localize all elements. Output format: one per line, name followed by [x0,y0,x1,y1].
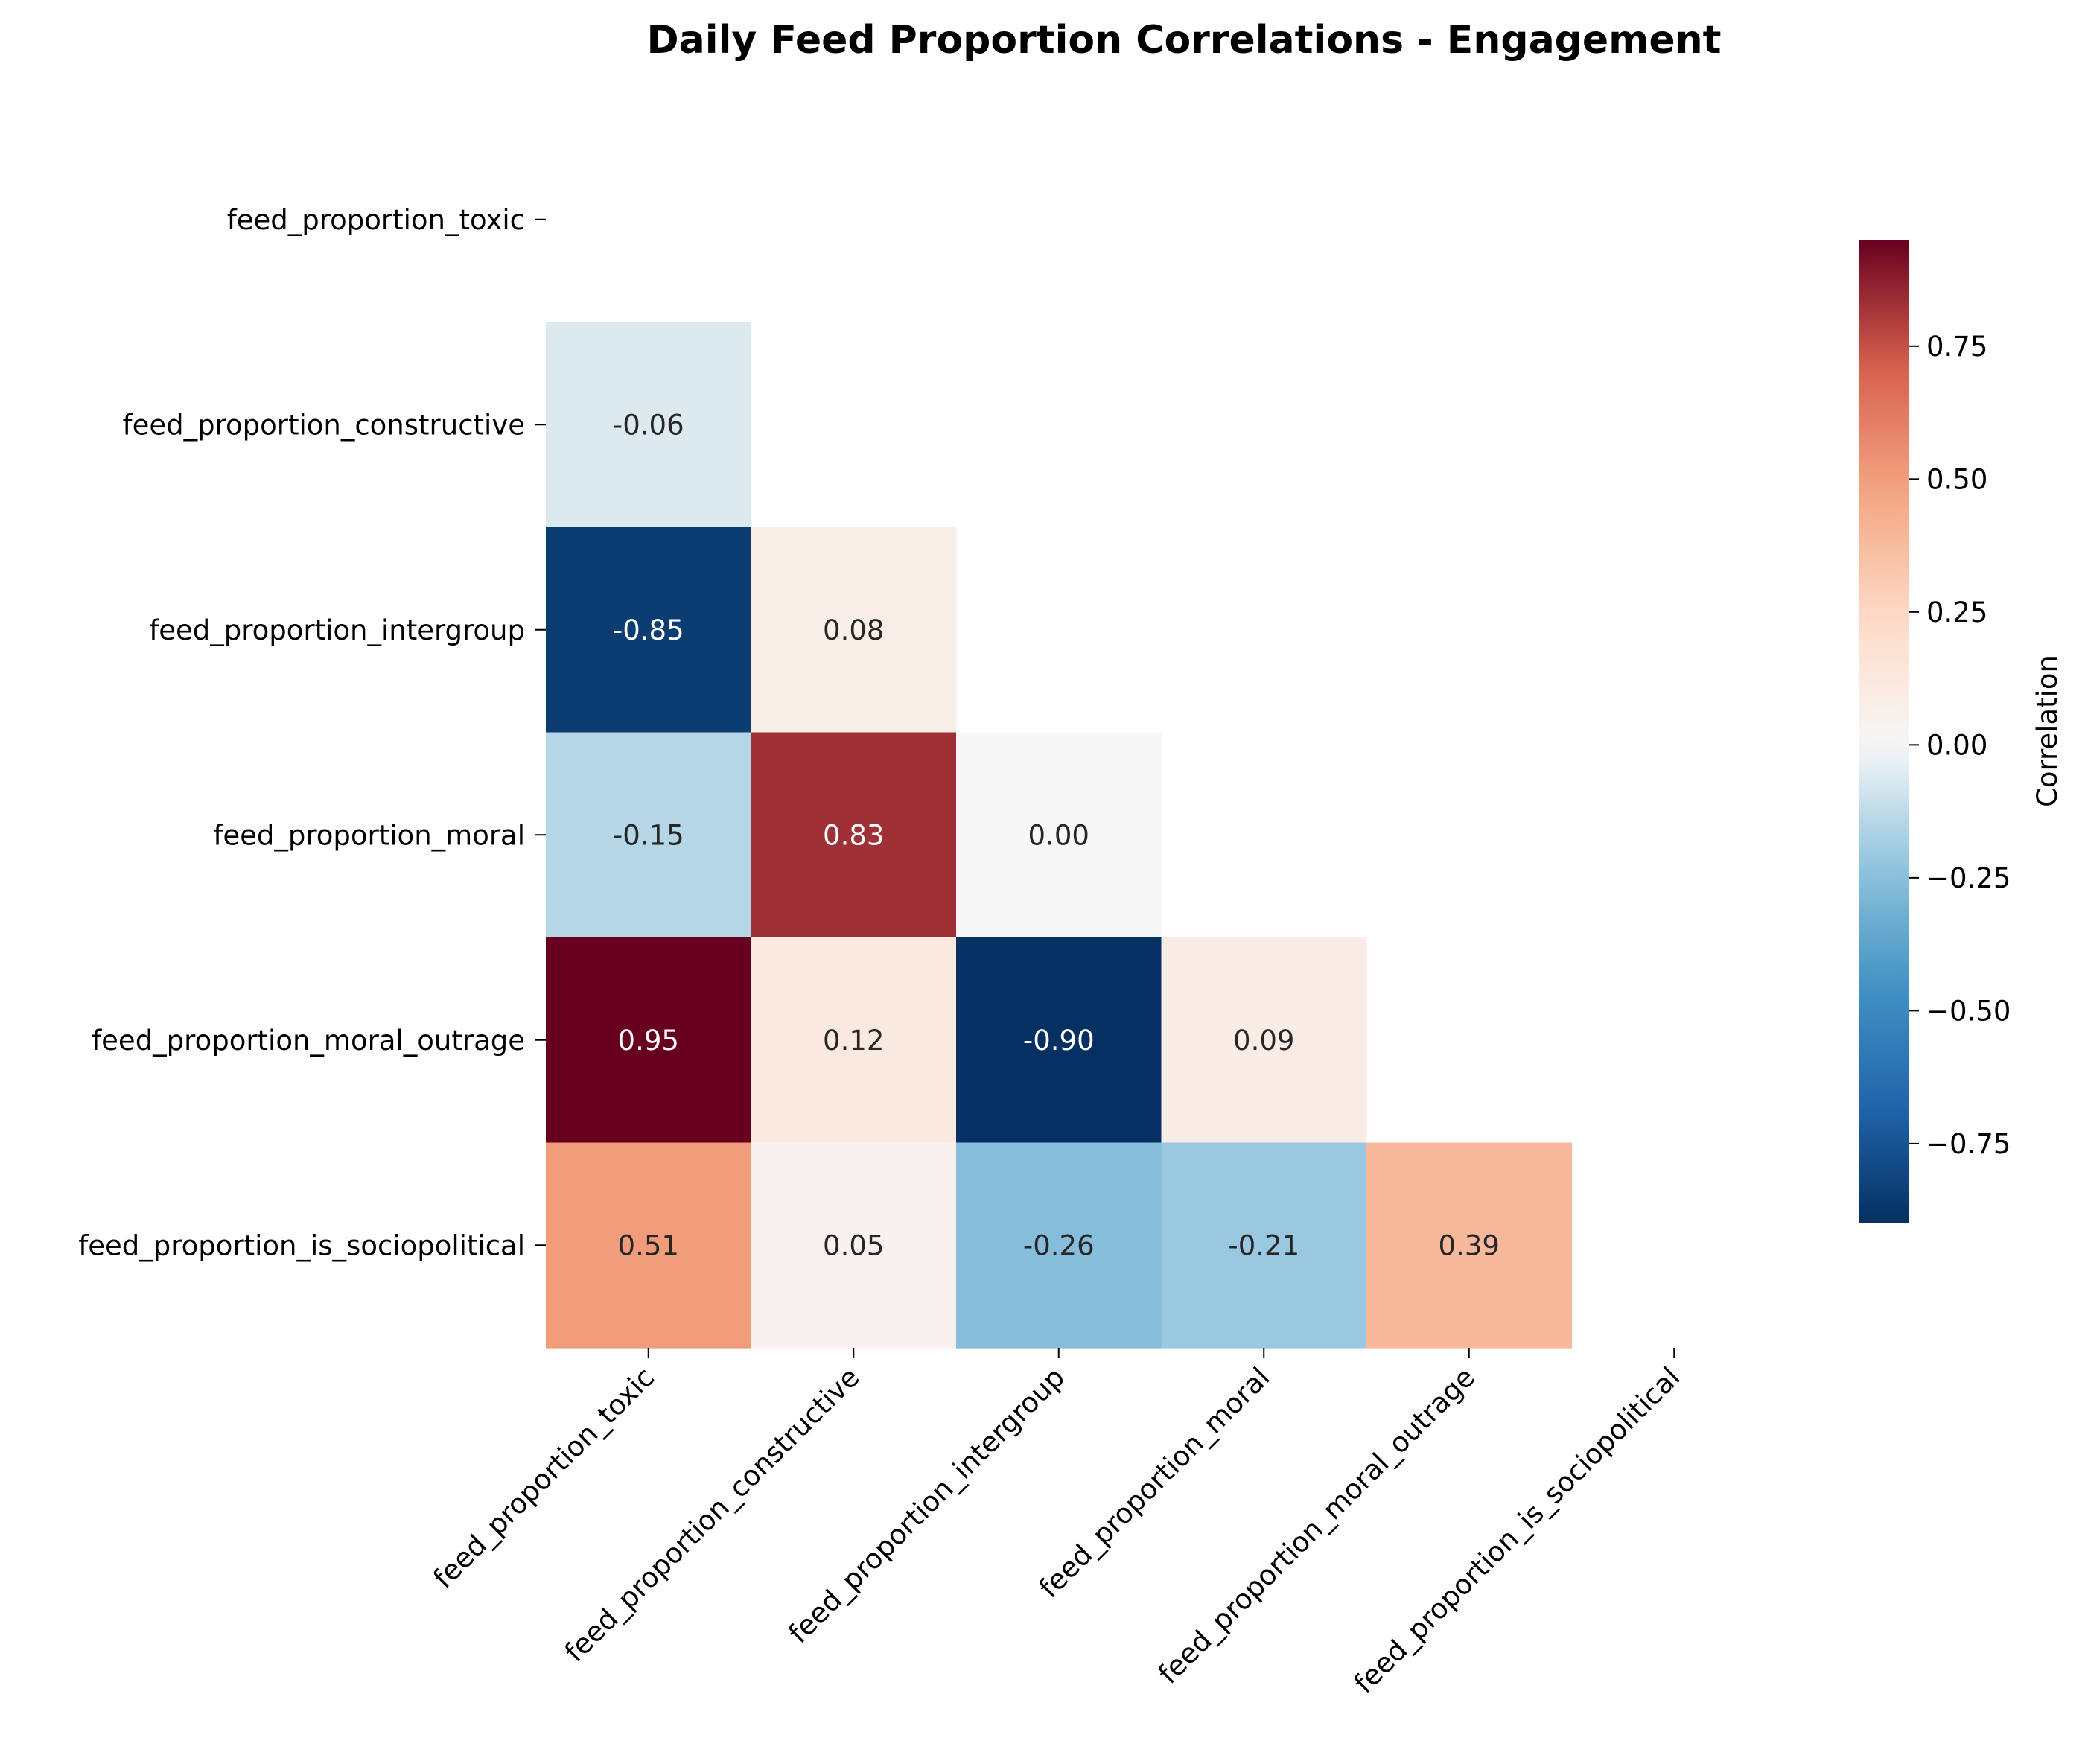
cell-value-label: -0.85 [613,614,684,646]
x-tick-label: feed_proportion_moral_outrage [1152,1361,1481,1690]
chart-title: Daily Feed Proportion Correlations - Eng… [647,18,1722,63]
cell-value-label: 0.05 [823,1229,884,1261]
heatmap-cell-feed_proportion_moral-feed_proportion_toxic [546,732,752,938]
colorbar-tick-label: 0.25 [1926,596,1987,628]
cell-value-label: 0.83 [823,819,884,851]
colorbar-gradient [1859,240,1909,1223]
cell-value-label: -0.26 [1023,1229,1095,1261]
heatmap-cell-feed_proportion_moral_outrage-feed_proportion_toxic [546,937,752,1144]
cell-value-label: -0.90 [1023,1025,1095,1057]
y-axis: feed_proportion_toxic feed_proportion_con… [78,204,546,1261]
colorbar-tick-label: 0.00 [1926,729,1987,761]
x-tick-label: feed_proportion_is_sociopolitical [1348,1361,1687,1700]
colorbar-label: Correlation [2031,655,2063,807]
heatmap-cell-feed_proportion_is_sociopolitical-feed_proportion_constructive [751,1142,957,1349]
cell-value-label: -0.21 [1228,1229,1299,1261]
colorbar-tick-label: 0.50 [1926,463,1987,495]
cell-value-label: 0.39 [1439,1229,1500,1261]
y-tick-label: feed_proportion_is_sociopolitical [78,1229,525,1261]
heatmap-cell-feed_proportion_moral_outrage-feed_proportion_moral [1161,937,1367,1144]
cell-value-label: 0.00 [1028,819,1089,851]
cell-value-label: 0.51 [618,1229,679,1261]
heatmap-cell-feed_proportion_is_sociopolitical-feed_proportion_intergroup [956,1142,1162,1349]
cell-value-label: 0.08 [823,614,884,646]
cell-value-label: 0.12 [823,1025,884,1057]
heatmap-cell-feed_proportion_is_sociopolitical-feed_proportion_moral [1161,1142,1367,1349]
heatmap-cell-feed_proportion_moral_outrage-feed_proportion_intergroup [956,937,1162,1144]
heatmap-cell-feed_proportion_intergroup-feed_proportion_toxic [546,527,752,733]
x-tick-label: feed_proportion_moral [1033,1361,1276,1604]
heatmap-cell-feed_proportion_constructive-feed_proportion_toxic [546,322,752,528]
cell-value-label: 0.09 [1233,1025,1294,1057]
heatmap-cell-feed_proportion_is_sociopolitical-feed_proportion_moral_outrage [1366,1142,1573,1349]
heatmap-cell-feed_proportion_intergroup-feed_proportion_constructive [751,527,957,733]
y-tick-label: feed_proportion_moral_outrage [92,1025,525,1057]
y-tick-label: feed_proportion_intergroup [149,614,525,646]
heatmap-cell-feed_proportion_moral_outrage-feed_proportion_constructive [751,937,957,1144]
y-tick-label: feed_proportion_moral [213,819,525,851]
colorbar-tick-label: −0.25 [1926,862,2011,894]
colorbar-tick-label: −0.50 [1926,995,2011,1027]
colorbar-tick-label: 0.75 [1926,331,1987,363]
heatmap-cell-labels: -0.06 -0.85 0.08 -0.15 0.83 0.00 0.95 0.12 -0.90… [613,409,1500,1261]
heatmap-cells [546,322,1573,1349]
colorbar-tick-label: −0.75 [1926,1128,2011,1160]
x-axis: feed_proportion_toxicfeed_proportion_con… [427,1348,1687,1699]
cell-value-label: -0.06 [613,409,684,441]
x-tick-label: feed_proportion_toxic [427,1361,660,1594]
y-tick-label: feed_proportion_constructive [123,409,525,441]
colorbar: Correlation −0.75 −0.50 −0.25 0.00 0.25 0.50 0… [1859,240,2063,1223]
heatmap-cell-feed_proportion_moral-feed_proportion_constructive [751,732,957,938]
y-tick-label: feed_proportion_toxic [227,204,525,236]
heatmap-cell-feed_proportion_is_sociopolitical-feed_proportion_toxic [546,1142,752,1349]
cell-value-label: 0.95 [618,1025,679,1057]
heatmap-cell-feed_proportion_moral-feed_proportion_intergroup [956,732,1162,938]
cell-value-label: -0.15 [613,819,684,851]
